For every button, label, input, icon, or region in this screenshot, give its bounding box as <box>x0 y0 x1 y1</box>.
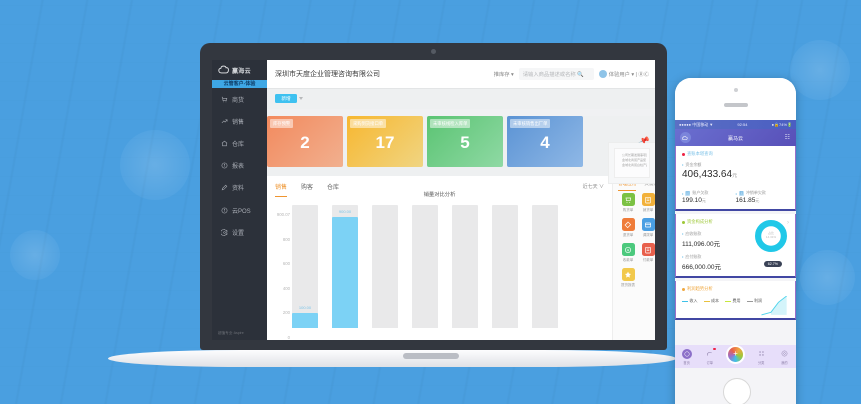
svg-text:¥: ¥ <box>627 248 629 252</box>
